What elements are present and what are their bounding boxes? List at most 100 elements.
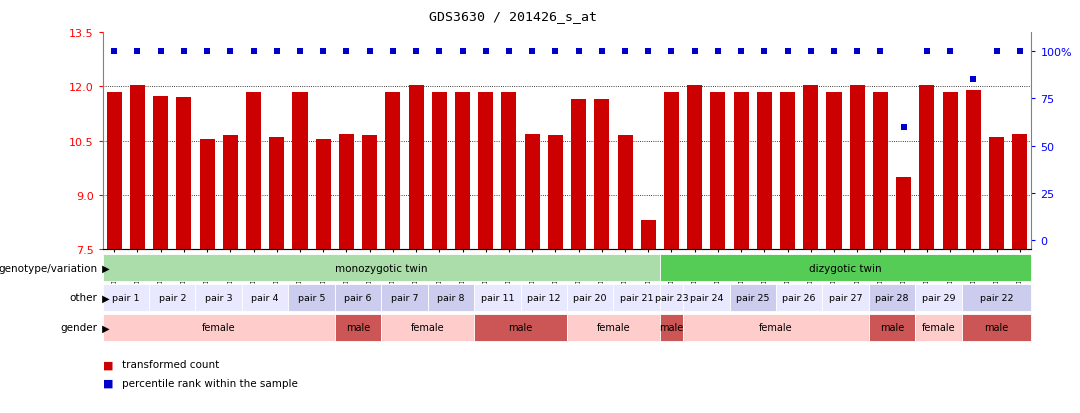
Text: male: male xyxy=(346,323,370,332)
Bar xyxy=(943,93,958,250)
Bar xyxy=(919,85,934,250)
Text: male: male xyxy=(509,323,532,332)
Bar xyxy=(966,91,981,250)
Point xyxy=(918,49,935,55)
Text: pair 26: pair 26 xyxy=(782,293,816,302)
Bar xyxy=(989,138,1004,250)
Point xyxy=(245,49,262,55)
Text: male: male xyxy=(660,323,684,332)
Point xyxy=(175,49,192,55)
Text: dizygotic twin: dizygotic twin xyxy=(809,263,882,273)
Bar xyxy=(618,136,633,250)
Bar xyxy=(780,93,795,250)
Text: female: female xyxy=(202,323,235,332)
Bar xyxy=(873,93,888,250)
Point xyxy=(639,49,657,55)
Point xyxy=(407,49,424,55)
Bar xyxy=(1012,134,1027,250)
Bar xyxy=(242,284,288,311)
Point xyxy=(524,49,541,55)
Bar xyxy=(474,284,521,311)
Text: male: male xyxy=(985,323,1009,332)
Point xyxy=(617,49,634,55)
Point xyxy=(268,49,285,55)
Point xyxy=(663,49,680,55)
Bar xyxy=(335,284,381,311)
Text: pair 29: pair 29 xyxy=(921,293,956,302)
Text: pair 6: pair 6 xyxy=(345,293,372,302)
Point xyxy=(686,49,703,55)
Text: pair 4: pair 4 xyxy=(252,293,279,302)
Point xyxy=(384,49,402,55)
Bar xyxy=(804,85,819,250)
Text: ▶: ▶ xyxy=(99,323,110,332)
Bar xyxy=(962,284,1031,311)
Text: pair 23: pair 23 xyxy=(654,293,688,302)
Bar xyxy=(687,85,702,250)
Text: female: female xyxy=(410,323,445,332)
Bar xyxy=(222,136,238,250)
Text: pair 3: pair 3 xyxy=(205,293,232,302)
Bar xyxy=(823,284,868,311)
Bar xyxy=(103,314,335,341)
Text: genotype/variation: genotype/variation xyxy=(0,263,97,273)
Point xyxy=(802,49,820,55)
Bar xyxy=(362,136,377,250)
Point xyxy=(849,49,866,55)
Point xyxy=(570,49,588,55)
Bar xyxy=(386,93,401,250)
Bar xyxy=(594,100,609,250)
Bar xyxy=(103,254,660,282)
Point xyxy=(454,49,471,55)
Text: female: female xyxy=(759,323,793,332)
Bar xyxy=(711,93,726,250)
Bar xyxy=(896,178,912,250)
Point xyxy=(106,49,123,55)
Point xyxy=(710,49,727,55)
Bar xyxy=(176,97,191,250)
Text: ■: ■ xyxy=(103,359,113,369)
Bar xyxy=(195,284,242,311)
Bar xyxy=(293,93,308,250)
Text: female: female xyxy=(596,323,631,332)
Bar xyxy=(571,100,586,250)
Bar xyxy=(868,314,916,341)
Text: pair 1: pair 1 xyxy=(112,293,139,302)
Bar xyxy=(567,314,660,341)
Text: pair 11: pair 11 xyxy=(481,293,514,302)
Bar xyxy=(660,254,1031,282)
Text: gender: gender xyxy=(60,323,97,332)
Bar xyxy=(664,93,679,250)
Point xyxy=(199,49,216,55)
Text: transformed count: transformed count xyxy=(122,359,219,369)
Text: pair 12: pair 12 xyxy=(527,293,561,302)
Point xyxy=(988,49,1005,55)
Bar xyxy=(288,284,335,311)
Point xyxy=(338,49,355,55)
Point xyxy=(129,49,146,55)
Text: pair 7: pair 7 xyxy=(391,293,418,302)
Bar xyxy=(428,284,474,311)
Bar xyxy=(826,93,841,250)
Text: pair 28: pair 28 xyxy=(875,293,909,302)
Bar xyxy=(962,314,1031,341)
Point xyxy=(825,49,842,55)
Bar xyxy=(613,284,660,311)
Bar xyxy=(246,93,261,250)
Bar xyxy=(381,314,474,341)
Text: pair 25: pair 25 xyxy=(735,293,770,302)
Point xyxy=(361,49,378,55)
Text: ■: ■ xyxy=(103,378,113,388)
Text: pair 22: pair 22 xyxy=(980,293,1013,302)
Bar xyxy=(640,221,656,250)
Text: ▶: ▶ xyxy=(99,263,110,273)
Bar xyxy=(130,85,145,250)
Point xyxy=(546,49,564,55)
Bar xyxy=(432,93,447,250)
Bar xyxy=(730,284,775,311)
Bar xyxy=(733,93,748,250)
Bar xyxy=(684,314,868,341)
Bar xyxy=(200,140,215,250)
Point xyxy=(756,49,773,55)
Point xyxy=(152,49,170,55)
